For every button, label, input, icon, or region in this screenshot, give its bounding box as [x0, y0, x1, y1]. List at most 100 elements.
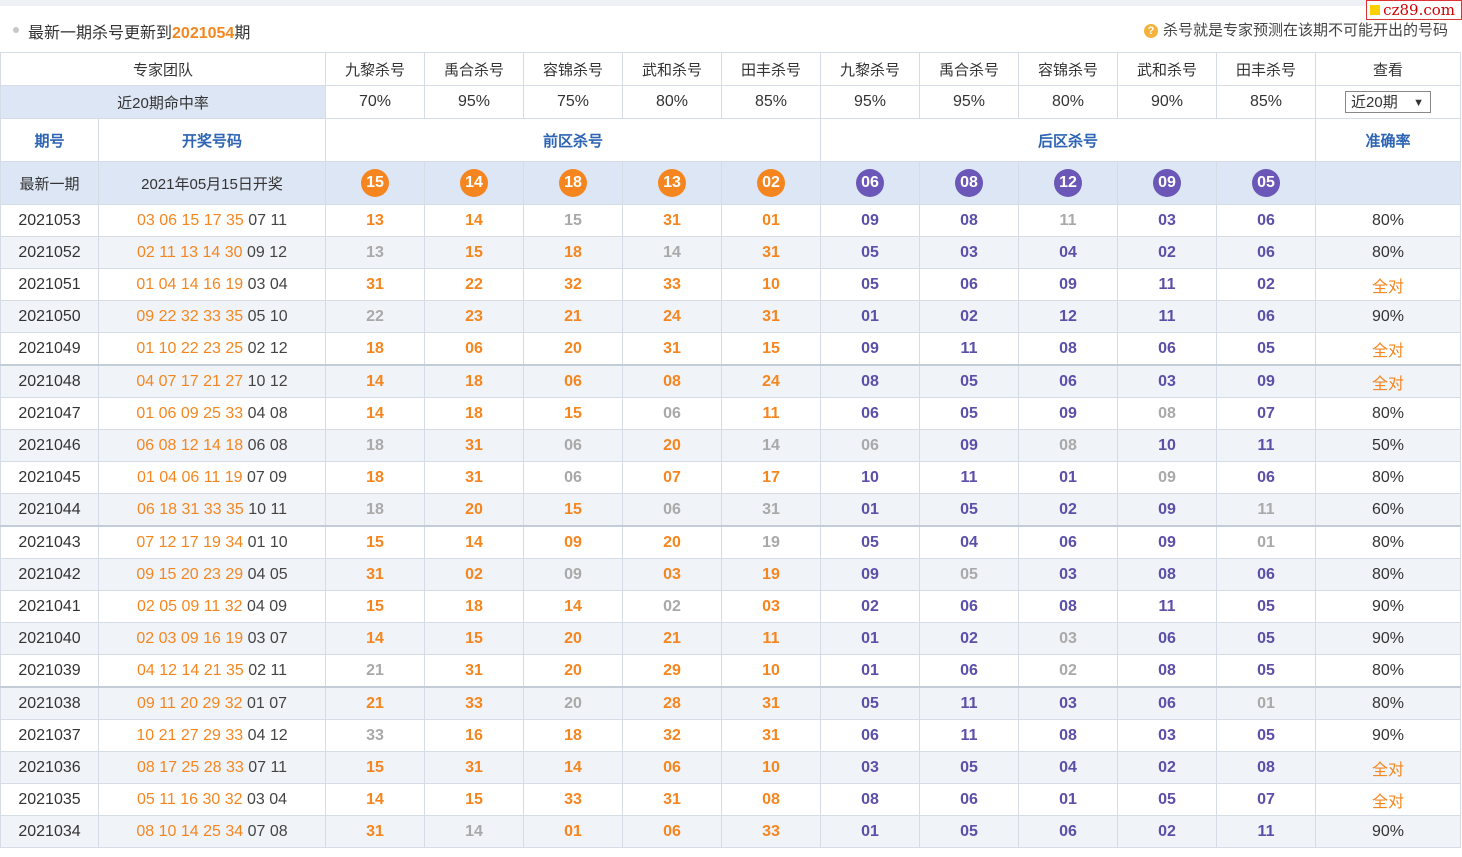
front-kill-value: 31 [721, 493, 822, 527]
table-row: 2021043 07 12 17 19 34 01 10 15 14 09 20 19 05 0… [0, 525, 1462, 559]
front-kill-value: 10 [721, 751, 822, 784]
front-number: 17 [180, 372, 199, 390]
back-kill-value: 01 [1018, 461, 1119, 494]
front-number: 06 [159, 211, 177, 229]
back-kill-value: 09 [1117, 461, 1218, 494]
back-kill-value: 06 [1216, 558, 1317, 591]
draw-numbers: 06 08 12 14 18 06 08 [97, 429, 327, 462]
back-kill-value: 02 [1216, 268, 1317, 301]
period-range-select[interactable]: 近20期 ▼ [1345, 91, 1432, 113]
front-kill-ball: 15 [361, 169, 390, 197]
front-number: 19 [224, 468, 243, 486]
accuracy-cell: 80% [1315, 525, 1462, 559]
latest-prediction-row: 最新一期 2021年05月15日开奖 15 14 18 13 02 06 08 12 09 05 [0, 161, 1462, 205]
draw-numbers: 01 06 09 25 33 04 08 [97, 397, 327, 430]
front-kill-value: 20 [523, 332, 624, 366]
back-number: 02 [248, 661, 266, 679]
back-kill-value: 11 [1216, 429, 1317, 462]
front-number: 04 [136, 372, 155, 390]
front-kill-value: 22 [325, 300, 426, 333]
back-kill-value: 01 [820, 654, 921, 688]
front-kill-value: 09 [523, 558, 624, 591]
back-kill-value: 05 [820, 686, 921, 720]
back-number: 10 [269, 533, 288, 551]
front-number: 32 [224, 790, 243, 808]
front-kill-value: 31 [424, 654, 525, 688]
front-number: 07 [158, 372, 177, 390]
back-kill-value: 08 [820, 364, 921, 398]
front-kill-cell: 18 [523, 161, 624, 205]
front-kill-value: 31 [721, 300, 822, 333]
front-number: 25 [225, 339, 244, 357]
accuracy-cell: 80% [1315, 236, 1462, 269]
front-kill-value: 10 [721, 268, 822, 301]
period-cell: 2021038 [0, 686, 99, 720]
back-kill-value: 08 [1018, 719, 1119, 752]
back-kill-value: 05 [1216, 332, 1317, 366]
back-kill-value: 06 [1216, 236, 1317, 269]
back-kill-value: 01 [1216, 525, 1317, 559]
back-kill-value: 09 [919, 429, 1020, 462]
site-logo[interactable]: cz89.com [1366, 0, 1462, 20]
table-row: 2021039 04 12 14 21 35 02 11 21 31 20 29 10 01 0… [0, 654, 1462, 688]
front-kill-value: 33 [622, 268, 723, 301]
back-number: 03 [247, 629, 266, 647]
front-number: 33 [225, 404, 244, 422]
front-number: 08 [136, 758, 155, 776]
front-number: 19 [225, 629, 244, 647]
back-kill-value: 08 [1018, 429, 1119, 462]
select-value: 近20期 [1351, 94, 1398, 111]
front-kill-value: 11 [721, 622, 822, 655]
back-number: 08 [269, 404, 288, 422]
front-number: 35 [225, 307, 244, 325]
front-number: 18 [225, 436, 244, 454]
front-number: 28 [203, 758, 222, 776]
front-number: 30 [202, 790, 221, 808]
back-kill-value: 03 [820, 751, 921, 784]
back-kill-value: 08 [1018, 332, 1119, 366]
back-number: 04 [269, 790, 288, 808]
back-kill-value: 06 [1117, 686, 1218, 720]
front-kill-value: 18 [523, 719, 624, 752]
tip-text: 杀号就是专家预测在该期不可能开出的号码 [1162, 22, 1448, 39]
accuracy-cell: 80% [1315, 686, 1462, 720]
front-number: 17 [203, 211, 222, 229]
front-kill-value: 31 [622, 783, 723, 816]
accuracy-cell: 80% [1315, 558, 1462, 591]
front-number: 33 [225, 726, 244, 744]
back-kill-value: 02 [820, 590, 921, 623]
period-cell: 2021045 [0, 461, 99, 494]
back-kill-value: 05 [919, 558, 1020, 591]
back-number: 01 [247, 694, 265, 712]
front-kill-value: 06 [523, 461, 624, 494]
front-kill-value: 15 [523, 204, 624, 237]
front-number: 06 [158, 404, 177, 422]
front-kill-value: 14 [523, 590, 624, 623]
back-kill-value: 02 [1117, 236, 1218, 269]
back-number: 04 [269, 275, 288, 293]
back-kill-value: 11 [1117, 268, 1218, 301]
front-number: 10 [158, 822, 177, 840]
front-number: 34 [225, 533, 244, 551]
expert-name: 容锦杀号 [523, 52, 624, 86]
front-kill-value: 18 [325, 332, 426, 366]
front-number: 12 [180, 436, 199, 454]
back-kill-ball: 05 [1252, 169, 1281, 197]
period-cell: 2021035 [0, 783, 99, 816]
period-cell: 2021051 [0, 268, 99, 301]
back-kill-value: 04 [1018, 751, 1119, 784]
front-number: 25 [203, 822, 221, 840]
back-kill-value: 03 [1117, 204, 1218, 237]
front-number: 19 [225, 275, 244, 293]
period-cell: 2021049 [0, 332, 99, 366]
back-kill-value: 06 [820, 719, 921, 752]
table-row: 2021050 09 22 32 33 35 05 10 22 23 21 24 31 01 0… [0, 300, 1462, 333]
front-kill-value: 33 [424, 686, 525, 720]
back-kill-value: 11 [919, 332, 1020, 366]
front-number: 12 [158, 533, 177, 551]
accuracy-cell: 90% [1315, 622, 1462, 655]
front-kill-value: 31 [721, 236, 822, 269]
back-kill-value: 01 [1018, 783, 1119, 816]
front-kill-value: 02 [424, 558, 525, 591]
front-kill-value: 18 [424, 397, 525, 430]
